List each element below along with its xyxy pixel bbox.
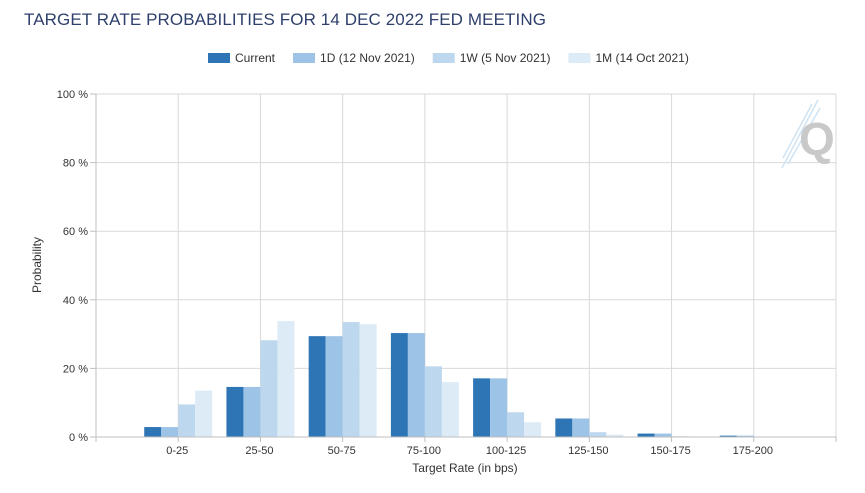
logo-stripe bbox=[782, 103, 813, 159]
legend-swatch bbox=[208, 53, 230, 63]
legend-swatch bbox=[293, 53, 316, 63]
legend: Current 1D (12 Nov 2021) 1W (5 Nov 2021) 1M… bbox=[208, 51, 689, 65]
bar bbox=[490, 378, 508, 437]
bar bbox=[524, 422, 542, 437]
x-tick-label: 0-25 bbox=[166, 445, 188, 457]
y-tick-label: 0 % bbox=[69, 432, 88, 444]
bar bbox=[441, 382, 459, 437]
chart-axes: 0 % 20 % 40 % 60 % 80 % 100 % 0-25 25-50 50-75 75… bbox=[57, 89, 837, 457]
bar bbox=[407, 333, 425, 437]
y-tick-label: 100 % bbox=[57, 89, 88, 101]
bar bbox=[637, 433, 655, 437]
chart-title: TARGET RATE PROBABILITIES FOR 14 DEC 202… bbox=[24, 10, 547, 29]
bar bbox=[243, 386, 261, 437]
bar bbox=[473, 378, 491, 437]
logo-stripe bbox=[781, 99, 819, 169]
x-tick-label: 150-175 bbox=[650, 445, 690, 457]
x-tick-label: 100-125 bbox=[486, 445, 526, 457]
legend-swatch bbox=[432, 53, 455, 63]
bar bbox=[589, 432, 607, 437]
y-tick-label: 20 % bbox=[63, 363, 88, 375]
bar bbox=[359, 324, 377, 437]
bar bbox=[161, 427, 179, 437]
bar bbox=[555, 418, 573, 437]
chart-grid bbox=[95, 93, 837, 438]
bar bbox=[424, 366, 442, 437]
bar bbox=[178, 404, 196, 437]
x-tick-label: 50-75 bbox=[328, 445, 356, 457]
q-logo-icon: Q bbox=[781, 99, 835, 169]
bar bbox=[719, 435, 737, 437]
bar bbox=[390, 333, 408, 437]
bar bbox=[606, 434, 624, 437]
legend-label: Current bbox=[235, 51, 276, 65]
x-tick-label: 75-100 bbox=[407, 445, 441, 457]
legend-label: 1D (12 Nov 2021) bbox=[320, 51, 415, 65]
y-axis-title: Probability bbox=[30, 237, 44, 293]
logo-letter: Q bbox=[799, 113, 835, 165]
logo-stripe bbox=[787, 107, 821, 165]
bar bbox=[325, 336, 343, 437]
x-tick-label: 125-150 bbox=[568, 445, 608, 457]
bar bbox=[195, 390, 213, 437]
y-tick-label: 60 % bbox=[63, 226, 88, 238]
bar bbox=[342, 322, 360, 437]
x-axis-title: Target Rate (in bps) bbox=[412, 461, 517, 475]
bar bbox=[144, 427, 162, 437]
y-tick-label: 80 % bbox=[63, 158, 88, 170]
bar bbox=[654, 433, 672, 437]
bar bbox=[277, 321, 295, 437]
legend-label: 1M (14 Oct 2021) bbox=[595, 51, 688, 65]
bar bbox=[308, 336, 326, 437]
chart-bars bbox=[144, 321, 754, 437]
legend-swatch bbox=[568, 53, 591, 63]
bar bbox=[226, 386, 244, 437]
bar bbox=[736, 435, 754, 437]
legend-label: 1W (5 Nov 2021) bbox=[460, 51, 551, 65]
bar bbox=[507, 412, 525, 437]
y-tick-label: 40 % bbox=[63, 295, 88, 307]
bar bbox=[572, 418, 590, 437]
x-tick-label: 25-50 bbox=[245, 445, 273, 457]
bar bbox=[260, 340, 278, 437]
x-tick-label: 175-200 bbox=[733, 445, 773, 457]
